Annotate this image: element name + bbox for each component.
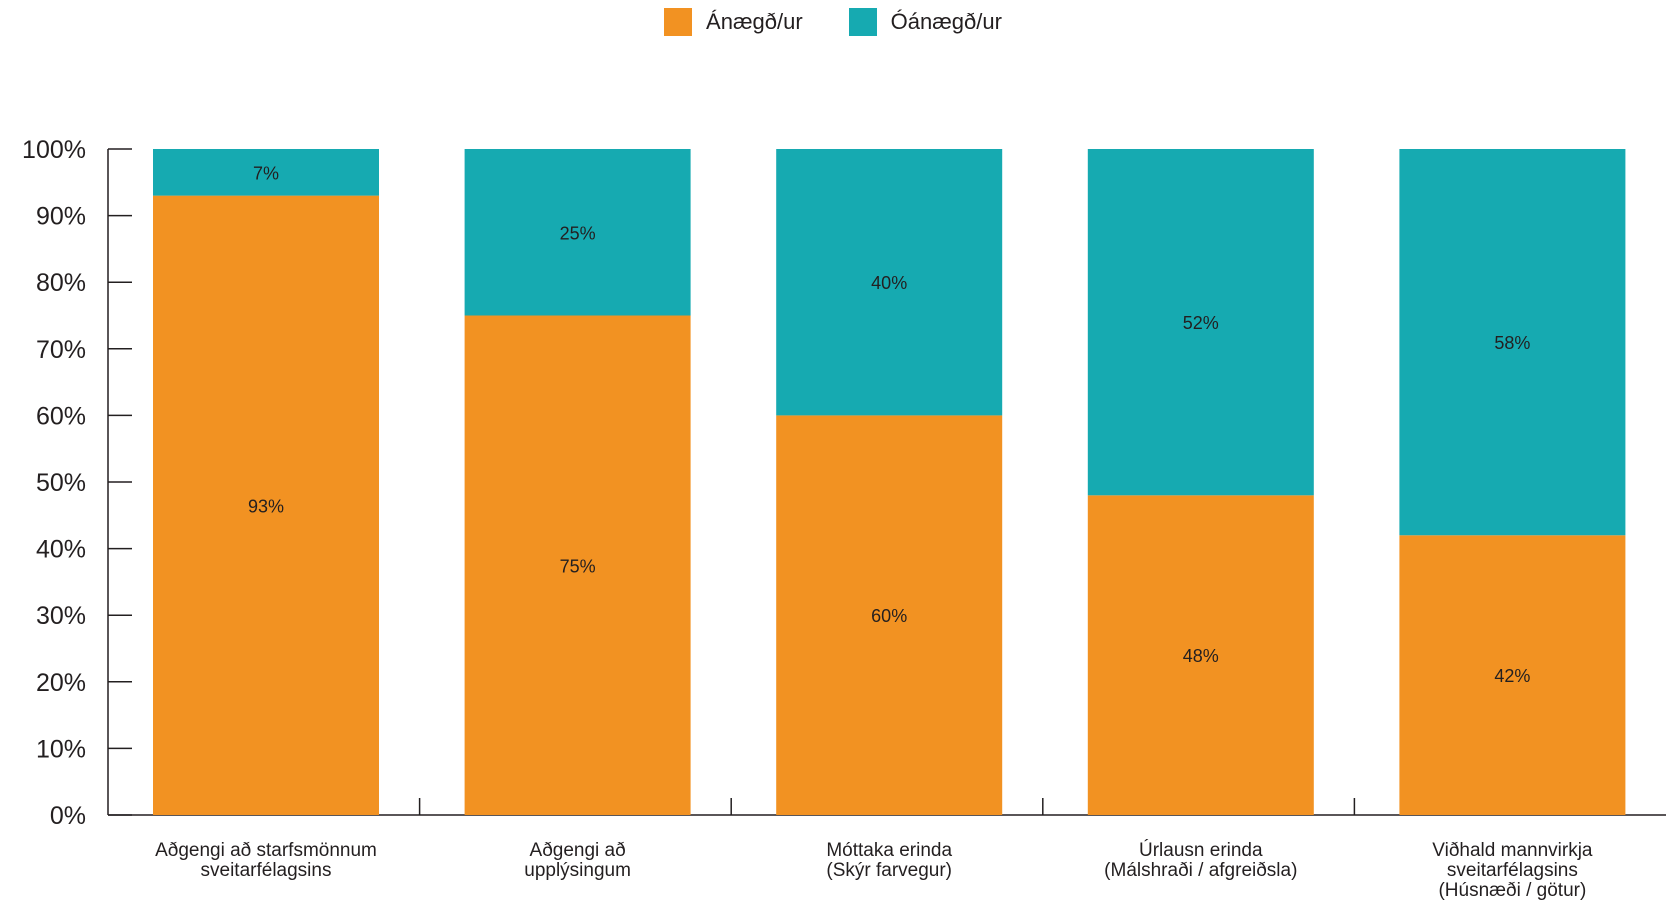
data-label-dissatisfied: 25%: [560, 223, 596, 243]
x-category-label: sveitarfélagsins: [1447, 860, 1578, 881]
bar-dissatisfied: [153, 149, 379, 196]
x-category-label: (Skýr farvegur): [826, 860, 952, 881]
data-label-satisfied: 48%: [1183, 646, 1219, 666]
x-category-label: Aðgengi að starfsmönnum: [155, 840, 377, 861]
legend-label-dissatisfied: Óánægð/ur: [890, 9, 1002, 34]
legend-swatch-dissatisfied: [848, 8, 877, 36]
x-category-label: Úrlausn erinda: [1139, 839, 1263, 861]
data-label-satisfied: 42%: [1494, 666, 1530, 686]
data-label-dissatisfied: 7%: [253, 163, 279, 183]
y-tick-label: 70%: [36, 336, 86, 364]
y-tick-label: 50%: [36, 469, 86, 497]
bar-dissatisfied: [776, 149, 1003, 416]
x-category-label: (Málshraði / afgreiðsla): [1104, 860, 1297, 881]
y-tick-label: 40%: [36, 536, 86, 564]
data-label-dissatisfied: 52%: [1183, 313, 1219, 333]
bar-dissatisfied: [1087, 149, 1314, 496]
bar-satisfied: [776, 415, 1003, 815]
y-tick-label: 10%: [36, 735, 86, 763]
y-tick-label: 0%: [50, 802, 86, 830]
legend-item-dissatisfied: Óánægð/ur: [848, 8, 1002, 36]
bar-satisfied: [1399, 535, 1626, 815]
data-label-dissatisfied: 58%: [1494, 333, 1530, 353]
data-label-dissatisfied: 40%: [871, 273, 907, 293]
x-category-label: Aðgengi að: [530, 840, 626, 861]
data-label-satisfied: 93%: [248, 496, 284, 516]
bar-dissatisfied: [1399, 149, 1626, 536]
bar-dissatisfied: [464, 149, 691, 316]
legend-label-satisfied: Ánægð/ur: [706, 9, 803, 34]
y-tick-label: 60%: [36, 402, 86, 430]
x-category-label: Viðhald mannvirkja: [1432, 840, 1593, 861]
bar-satisfied: [1087, 495, 1314, 815]
y-tick-label: 80%: [36, 269, 86, 297]
legend-item-satisfied: Ánægð/ur: [664, 8, 803, 36]
x-category-label: sveitarfélagsins: [201, 860, 332, 881]
legend-swatch-satisfied: [664, 8, 693, 36]
x-category-label: Móttaka erinda: [826, 840, 952, 861]
data-label-satisfied: 75%: [560, 556, 596, 576]
y-tick-label: 30%: [36, 602, 86, 630]
y-tick-label: 90%: [36, 203, 86, 231]
x-category-label: (Húsnæði / götur): [1438, 880, 1586, 901]
bar-satisfied: [464, 315, 691, 815]
data-label-satisfied: 60%: [871, 606, 907, 626]
chart-legend: Ánægð/ur Óánægð/ur: [0, 8, 1666, 36]
y-tick-label: 20%: [36, 669, 86, 697]
x-category-label: upplýsingum: [524, 860, 631, 881]
y-tick-label: 100%: [22, 136, 86, 164]
bar-satisfied: [153, 195, 379, 815]
